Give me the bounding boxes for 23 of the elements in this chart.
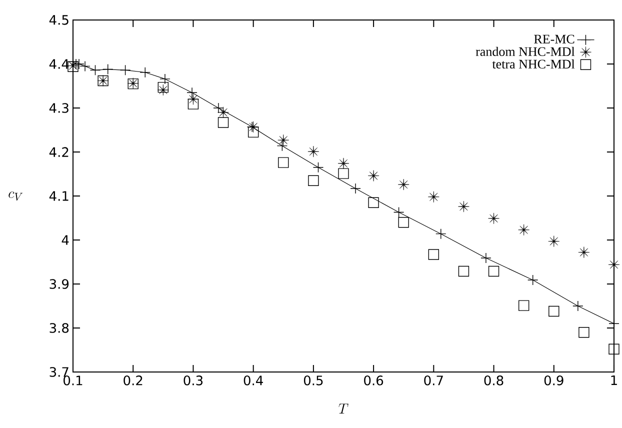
y-tick-label: 4.5 [49,15,68,25]
x-tick-label: 0.4 [244,376,263,386]
x-axis-title: $T$ [338,404,348,414]
legend-label: tetra NHC-MDl [492,59,575,69]
legend-label: random NHC-MDl [476,46,575,56]
x-tick-label: 0.7 [424,376,443,386]
x-tick-label: 0.3 [184,376,203,386]
x-tick-label: 1 [611,376,617,385]
y-tick-label: 4.3 [49,103,68,113]
x-tick-label: 0.6 [364,376,384,386]
legend-label: RE-MC [534,34,574,44]
x-tick-label: 0.8 [484,376,504,386]
x-tick-label: 0.9 [544,376,564,386]
y-tick-label: 4.1 [49,191,68,201]
y-tick-label: 4 [62,235,69,245]
y-tick-label: 3.9 [50,279,69,289]
x-tick-label: 0.2 [124,376,142,386]
x-tick-label: 0.1 [64,376,82,386]
x-tick-label: 0.5 [304,376,323,386]
y-tick-label: 3.7 [50,367,68,377]
y-tick-label: 4.2 [49,147,68,157]
y-axis-title: $c_V$ [8,191,23,201]
y-tick-label: 3.8 [50,323,69,333]
